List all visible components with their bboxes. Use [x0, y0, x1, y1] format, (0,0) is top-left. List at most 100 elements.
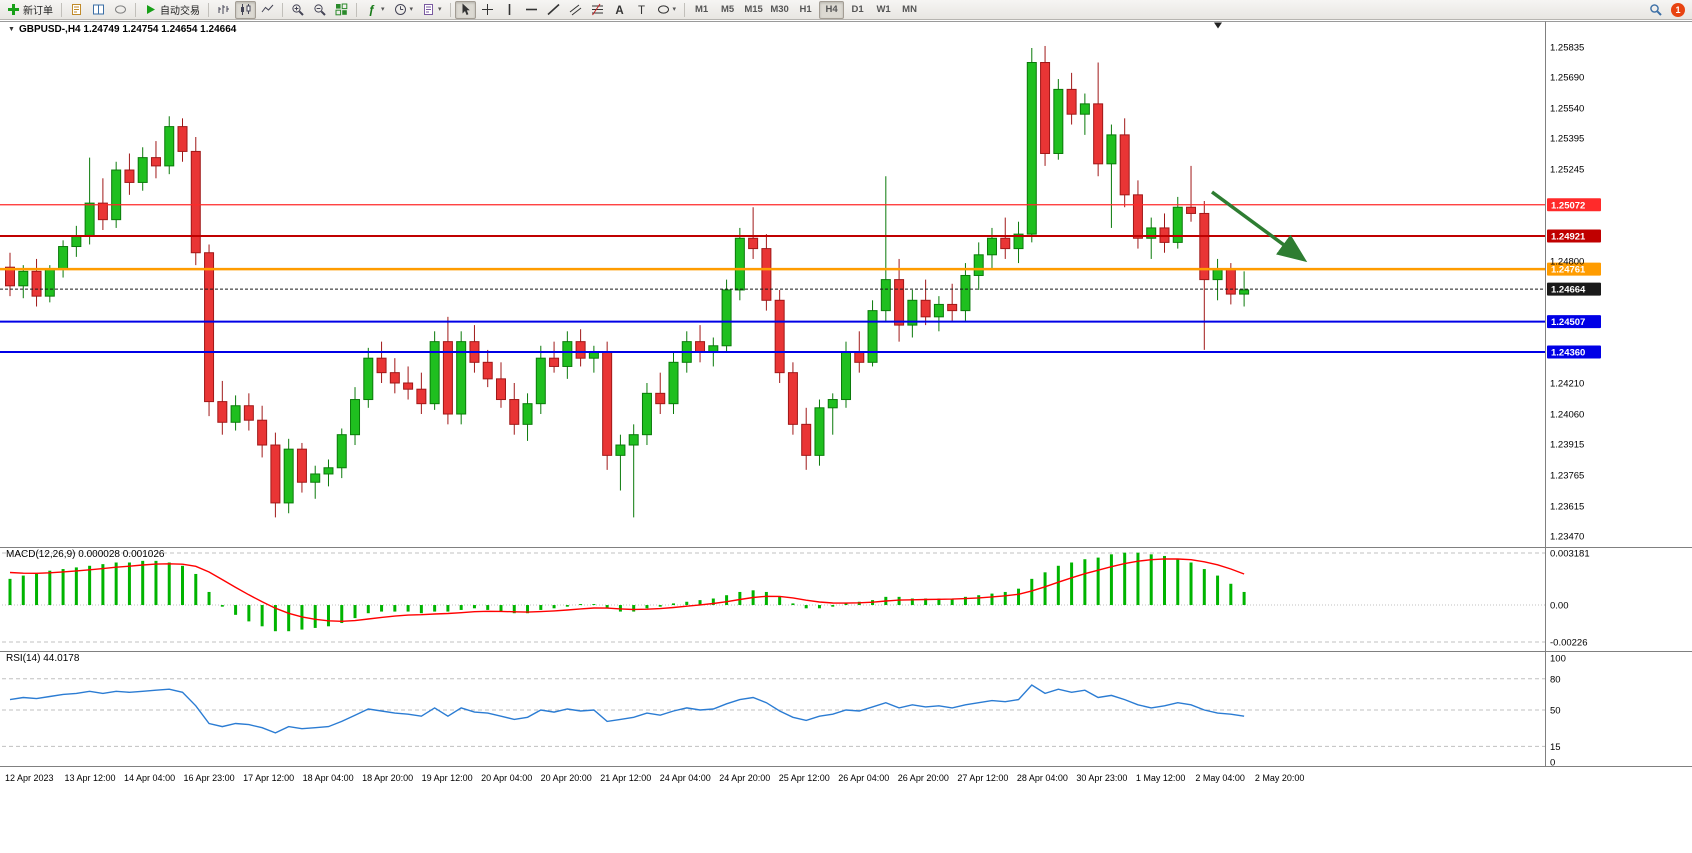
auto-trading-button-label: 自动交易 — [160, 6, 200, 17]
toolbar-right-group: 1 — [1645, 1, 1689, 19]
timeframe-button-m30[interactable]: M30 — [767, 1, 792, 19]
svg-text:0.003181: 0.003181 — [1550, 549, 1590, 560]
auto-trading-button[interactable]: 自动交易 — [140, 1, 204, 19]
charts-window-button[interactable] — [66, 1, 87, 19]
timeframe-button-m15[interactable]: M15 — [741, 1, 766, 19]
svg-text:12 Apr 2023: 12 Apr 2023 — [5, 773, 54, 783]
label-icon: T — [635, 3, 648, 16]
trendline-button[interactable] — [543, 1, 564, 19]
new-order-button[interactable]: 新订单 — [3, 1, 57, 19]
trend-arrow-object[interactable] — [1210, 190, 1308, 263]
timeframe-button-d1[interactable]: D1 — [845, 1, 870, 19]
data-window-button[interactable] — [110, 1, 131, 19]
new-order-icon — [7, 3, 20, 16]
toolbar-separator — [135, 2, 136, 17]
svg-text:1.23470: 1.23470 — [1550, 532, 1584, 543]
svg-text:1.25395: 1.25395 — [1550, 133, 1584, 144]
zoom-out-icon — [313, 3, 326, 16]
shapes-button[interactable]: ▾ — [653, 1, 681, 19]
bar-chart-icon — [217, 3, 230, 16]
svg-text:1.23765: 1.23765 — [1550, 471, 1584, 482]
timeframe-button-mn[interactable]: MN — [897, 1, 922, 19]
svg-text:25 Apr 12:00: 25 Apr 12:00 — [779, 773, 830, 783]
svg-text:21 Apr 12:00: 21 Apr 12:00 — [600, 773, 651, 783]
svg-text:14 Apr 04:00: 14 Apr 04:00 — [124, 773, 175, 783]
price-axis[interactable]: 1.25072 1.24921 1.24761 1.24507 1.24360 1.246… — [1547, 43, 1601, 769]
level-price-badge — [1547, 262, 1601, 276]
horizontal-line-button[interactable] — [521, 1, 542, 19]
svg-text:-0.00226: -0.00226 — [1550, 638, 1588, 649]
svg-text:0: 0 — [1550, 758, 1555, 769]
svg-text:1.24060: 1.24060 — [1550, 410, 1584, 421]
macd-layer — [8, 552, 1246, 632]
svg-text:26 Apr 20:00: 26 Apr 20:00 — [898, 773, 949, 783]
svg-text:20 Apr 20:00: 20 Apr 20:00 — [541, 773, 592, 783]
timeframe-button-w1[interactable]: W1 — [871, 1, 896, 19]
toolbar-separator — [208, 2, 209, 17]
svg-text:1.24800: 1.24800 — [1550, 257, 1584, 268]
crosshair-icon — [481, 3, 494, 16]
line-chart-button[interactable] — [257, 1, 278, 19]
svg-text:30 Apr 23:00: 30 Apr 23:00 — [1076, 773, 1127, 783]
channel-button[interactable] — [565, 1, 586, 19]
chevron-down-icon: ▾ — [672, 6, 677, 13]
chart-area[interactable]: 1.25072 1.24921 1.24761 1.24507 1.24360 1.246… — [0, 20, 1692, 853]
toolbar-separator — [61, 2, 62, 17]
toolbar-separator — [356, 2, 357, 17]
toolbar-separator — [449, 2, 451, 17]
timeframe-button-h4[interactable]: H4 — [819, 0, 845, 19]
text-button[interactable]: A — [609, 1, 630, 19]
label-button[interactable]: T — [631, 1, 652, 19]
charts-window-icon — [70, 3, 83, 16]
rsi-layer — [9, 684, 1245, 734]
search-icon — [1649, 3, 1662, 16]
timeframe-button-h1[interactable]: H1 — [793, 1, 818, 19]
svg-text:20 Apr 04:00: 20 Apr 04:00 — [481, 773, 532, 783]
fibonacci-button[interactable] — [587, 1, 608, 19]
toolbar-separator — [282, 2, 283, 17]
chevron-down-icon: ▾ — [438, 6, 442, 13]
zoom-out-button[interactable] — [309, 1, 330, 19]
text-icon: A — [613, 3, 626, 16]
chart-canvas[interactable]: 1.25072 1.24921 1.24761 1.24507 1.24360 1.246… — [0, 20, 1692, 853]
pane-frame[interactable] — [0, 21, 1692, 767]
crosshair-button[interactable] — [477, 1, 498, 19]
bar-chart-button[interactable] — [213, 1, 234, 19]
search-button[interactable] — [1645, 1, 1666, 19]
svg-text:2 May 04:00: 2 May 04:00 — [1195, 773, 1245, 783]
svg-text:0.00: 0.00 — [1550, 601, 1569, 612]
templates-button[interactable]: ▾ — [418, 1, 446, 19]
zoom-in-button[interactable] — [287, 1, 308, 19]
svg-text:17 Apr 12:00: 17 Apr 12:00 — [243, 773, 294, 783]
indicators-button[interactable]: ƒ ▾ — [361, 1, 389, 19]
level-lines-layer[interactable] — [0, 204, 1545, 353]
svg-text:18 Apr 20:00: 18 Apr 20:00 — [362, 773, 413, 783]
indicators-icon: ƒ — [365, 3, 378, 16]
new-order-button-label: 新订单 — [23, 6, 53, 17]
svg-text:1.25245: 1.25245 — [1550, 164, 1584, 175]
notification-badge[interactable]: 1 — [1671, 2, 1685, 17]
level-price-badge — [1547, 198, 1601, 212]
zoom-in-icon — [291, 3, 304, 16]
trend-arrow-layer[interactable] — [1210, 190, 1308, 263]
candlestick-chart-button[interactable] — [235, 0, 256, 19]
svg-text:1.25835: 1.25835 — [1550, 43, 1584, 54]
svg-text:1.24921: 1.24921 — [1551, 231, 1586, 242]
market-watch-icon — [92, 3, 105, 16]
candlestick-chart-icon — [239, 3, 252, 16]
market-watch-button[interactable] — [88, 1, 109, 19]
time-axis[interactable]: 12 Apr 2023 13 Apr 12:00 14 Apr 04:00 16 Ap… — [5, 773, 1304, 783]
timeframe-button-m1[interactable]: M1 — [689, 1, 714, 19]
vertical-line-button[interactable] — [499, 1, 520, 19]
vertical-line-icon — [503, 3, 516, 16]
tile-windows-button[interactable] — [331, 1, 352, 19]
chart-shift-marker[interactable] — [1214, 22, 1222, 29]
cursor-button[interactable] — [454, 0, 476, 19]
svg-text:2 May 20:00: 2 May 20:00 — [1255, 773, 1305, 783]
periods-button[interactable]: ▾ — [390, 1, 418, 19]
svg-text:ƒ: ƒ — [368, 3, 375, 16]
timeframe-button-m5[interactable]: M5 — [715, 1, 740, 19]
svg-text:1.25540: 1.25540 — [1550, 103, 1584, 114]
level-price-badge — [1547, 345, 1601, 359]
